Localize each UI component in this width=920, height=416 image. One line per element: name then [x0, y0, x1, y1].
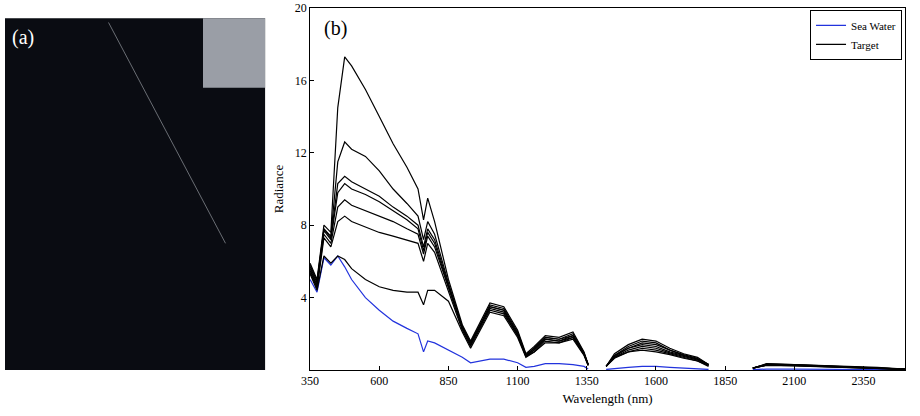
svg-text:2350: 2350 [852, 374, 876, 388]
svg-text:Target: Target [851, 39, 879, 51]
svg-text:1100: 1100 [506, 374, 530, 388]
svg-text:Sea Water: Sea Water [851, 20, 896, 32]
svg-text:12: 12 [295, 146, 307, 160]
svg-text:(b): (b) [324, 17, 347, 40]
svg-text:600: 600 [370, 374, 388, 388]
svg-text:Wavelength (nm): Wavelength (nm) [562, 391, 652, 406]
svg-text:350: 350 [301, 374, 319, 388]
svg-text:20: 20 [295, 1, 307, 15]
svg-text:1850: 1850 [713, 374, 737, 388]
svg-text:Radiance: Radiance [271, 165, 286, 214]
svg-text:16: 16 [295, 74, 307, 88]
svg-text:850: 850 [439, 374, 457, 388]
svg-text:4: 4 [301, 291, 307, 305]
svg-text:1600: 1600 [644, 374, 668, 388]
svg-text:(a): (a) [12, 26, 34, 49]
svg-text:1350: 1350 [575, 374, 599, 388]
svg-text:8: 8 [301, 218, 307, 232]
svg-text:2100: 2100 [782, 374, 806, 388]
